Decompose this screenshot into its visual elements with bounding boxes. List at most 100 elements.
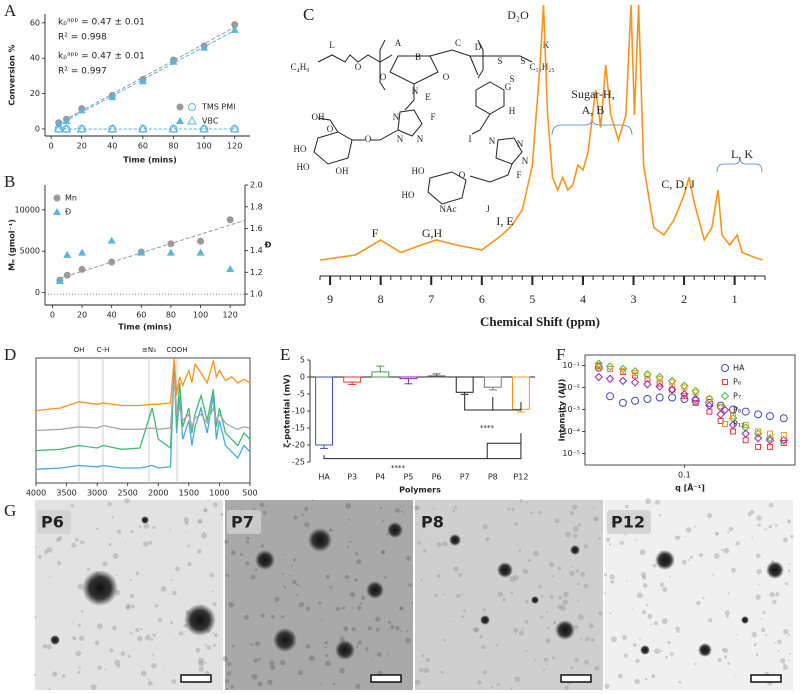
- data-point: [692, 389, 699, 396]
- data-point: [107, 236, 116, 244]
- y-tick-label: 10⁻¹: [562, 361, 580, 370]
- texture: [727, 531, 730, 534]
- legend-marker: [722, 421, 728, 427]
- data-point: [63, 250, 72, 258]
- texture: [387, 620, 391, 624]
- texture: [490, 686, 494, 689]
- data-point: [230, 25, 239, 33]
- data-point: [196, 248, 205, 256]
- x-tick-label: 0.1: [678, 471, 691, 480]
- data-point: [691, 394, 700, 404]
- texture: [346, 545, 350, 548]
- texture: [446, 544, 448, 546]
- texture: [769, 592, 775, 598]
- texture: [351, 606, 354, 609]
- x-tick-label: 2: [681, 292, 687, 306]
- y-tick-label: 20: [30, 89, 40, 98]
- texture: [163, 669, 165, 671]
- spectrum-line: [35, 370, 251, 452]
- texture: [147, 680, 153, 686]
- texture: [497, 591, 504, 598]
- x-tick-label: 2000: [148, 489, 168, 498]
- texture: [768, 502, 774, 508]
- texture: [135, 571, 140, 576]
- y2-tick-label: 1.0: [250, 290, 263, 299]
- texture: [766, 593, 768, 595]
- texture: [46, 546, 53, 553]
- texture: [280, 659, 286, 666]
- texture: [222, 656, 228, 662]
- texture: [772, 599, 777, 605]
- texture: [72, 636, 77, 641]
- texture: [456, 593, 461, 599]
- data-point: [594, 372, 603, 382]
- brace: [716, 157, 763, 173]
- texture: [414, 679, 421, 686]
- texture: [675, 626, 680, 632]
- particle: [82, 570, 118, 606]
- texture: [129, 631, 133, 635]
- texture: [617, 673, 623, 679]
- data-point: [742, 437, 749, 444]
- data-point: [619, 368, 626, 375]
- peak-label: C, D, J: [661, 177, 695, 191]
- texture: [684, 535, 687, 538]
- texture: [572, 525, 579, 532]
- texture: [729, 637, 731, 639]
- texture: [532, 550, 539, 557]
- texture: [747, 512, 752, 517]
- texture: [142, 541, 149, 547]
- texture: [403, 557, 405, 559]
- structure-label: HO: [294, 144, 307, 154]
- texture: [723, 655, 728, 659]
- texture: [540, 594, 544, 598]
- texture: [549, 594, 554, 599]
- data-point: [55, 277, 64, 284]
- structure-label: I: [469, 134, 472, 144]
- texture: [318, 601, 322, 605]
- micrograph-label: P6: [41, 513, 64, 532]
- texture: [124, 542, 127, 544]
- texture: [152, 653, 155, 656]
- texture: [721, 648, 725, 652]
- texture: [453, 620, 455, 622]
- texture: [635, 538, 638, 541]
- texture: [545, 638, 551, 644]
- particle: [273, 628, 297, 652]
- structure-label: O: [355, 62, 362, 72]
- data-point: [765, 433, 775, 443]
- texture: [152, 633, 157, 638]
- texture: [224, 539, 229, 544]
- structure-label: OH: [336, 166, 349, 176]
- texture: [574, 601, 576, 603]
- texture: [777, 650, 780, 653]
- texture: [621, 634, 627, 640]
- texture: [458, 572, 463, 578]
- data-point: [706, 396, 713, 402]
- texture: [626, 580, 628, 582]
- texture: [283, 554, 286, 556]
- x-tick-label: 20: [77, 142, 87, 151]
- texture: [335, 606, 340, 612]
- spectrum-line: [35, 376, 251, 432]
- structure-label: N: [522, 156, 529, 166]
- micrograph-label: P12: [611, 513, 645, 532]
- texture: [367, 626, 372, 631]
- texture: [365, 647, 369, 651]
- y-tick-label: 5: [300, 356, 305, 365]
- texture: [562, 599, 568, 605]
- texture: [522, 568, 529, 575]
- panel-letter: G: [4, 501, 16, 520]
- particle: [387, 522, 403, 538]
- legend-label: P₆: [733, 378, 741, 387]
- x-tick-label: P4: [375, 473, 385, 482]
- texture: [754, 645, 756, 647]
- y-axis-label: Intensity (AU): [558, 379, 567, 442]
- texture: [631, 608, 633, 610]
- peak-label: L, K: [731, 147, 753, 161]
- texture: [751, 631, 758, 638]
- micrograph: P7: [222, 499, 414, 690]
- bar: [483, 376, 502, 388]
- x-tick-label: 1500: [179, 489, 199, 498]
- x-tick-label: 7: [428, 292, 434, 306]
